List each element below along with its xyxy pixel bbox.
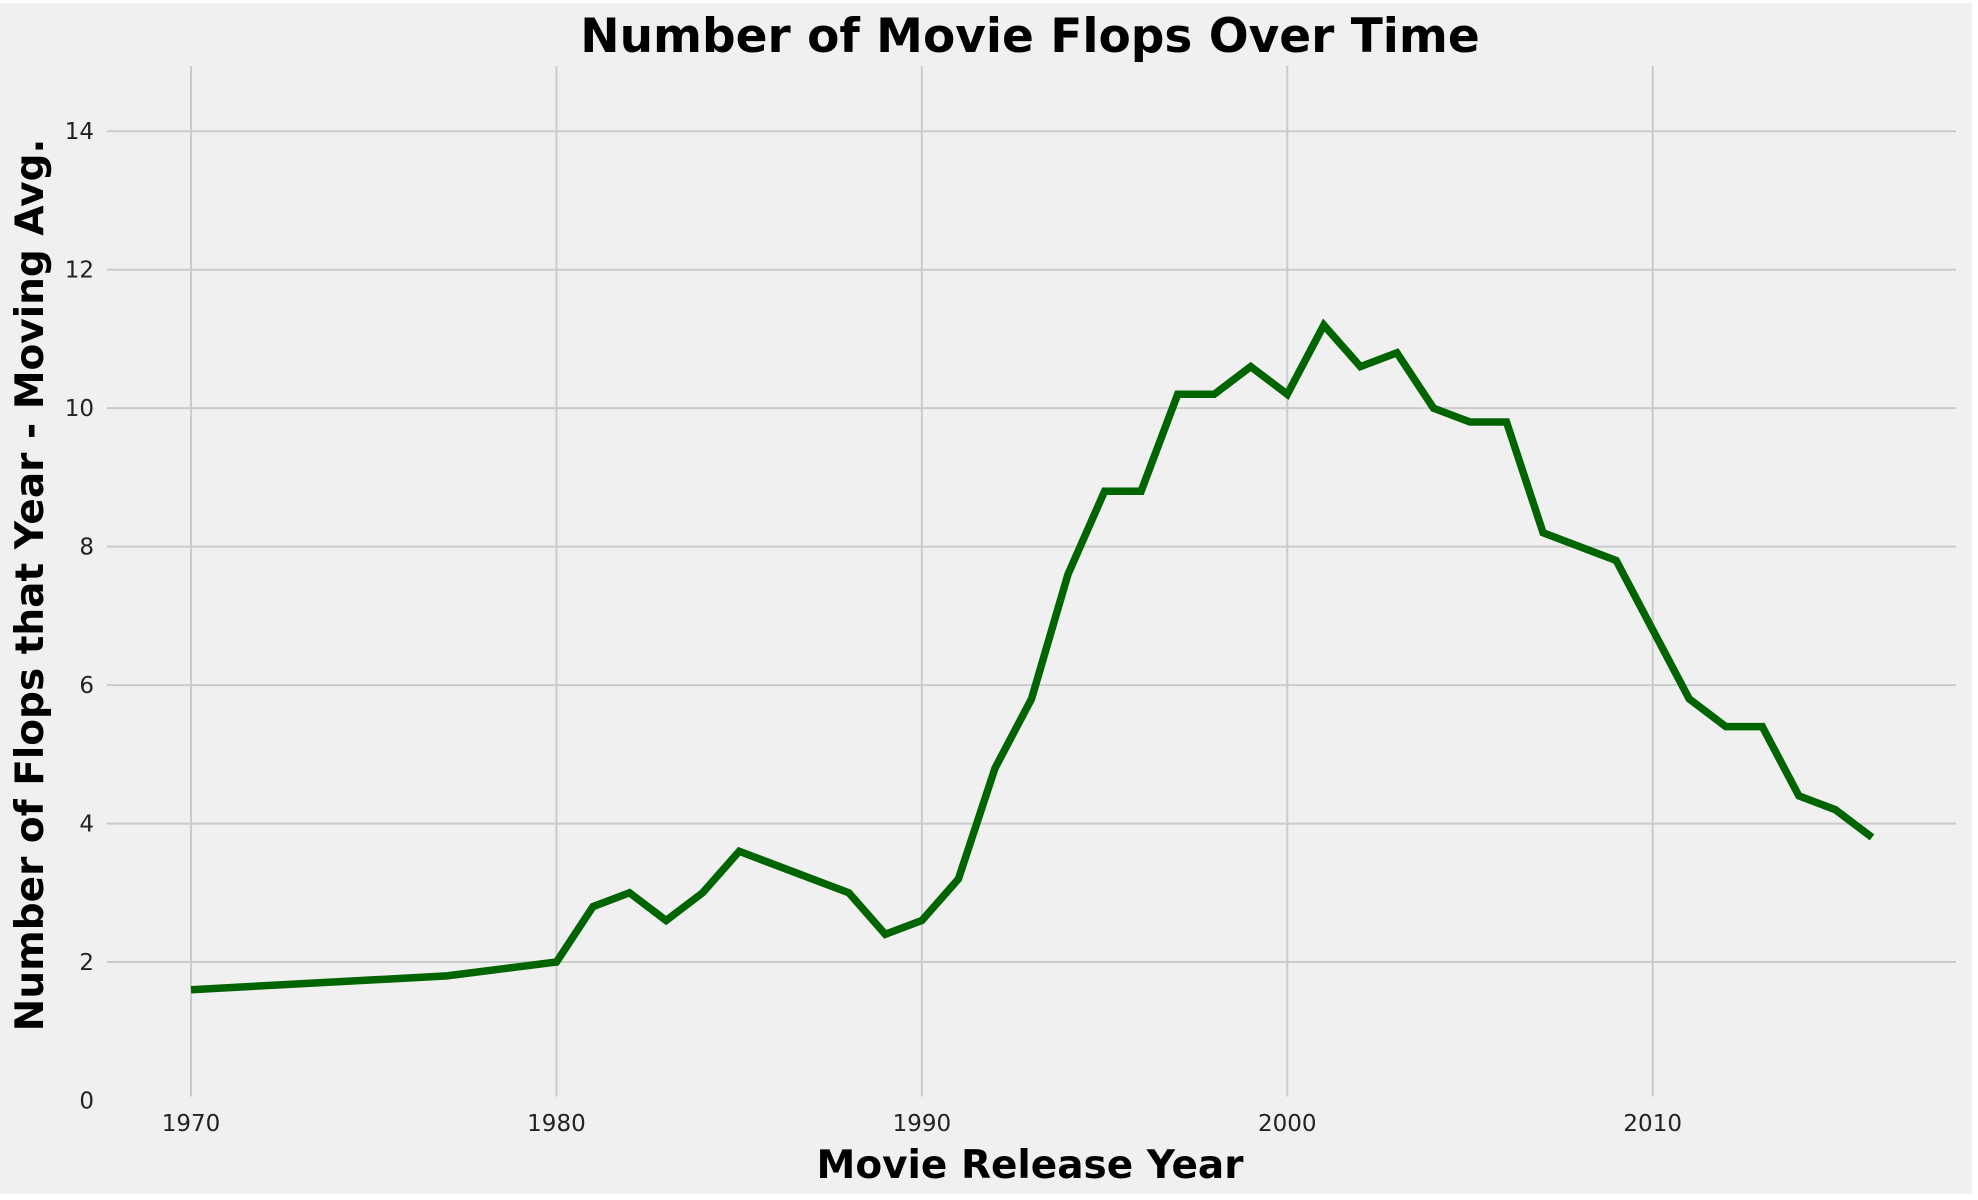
flops-moving-average-line <box>190 318 1875 994</box>
x-tick-label: 1970 <box>162 1111 221 1137</box>
y-tick-label: 14 <box>65 119 94 145</box>
chart-title: Number of Movie Flops Over Time <box>580 9 1480 64</box>
y-tick-label: 4 <box>79 812 94 838</box>
y-tick-label: 2 <box>79 950 94 976</box>
x-tick-labels: 1970 1980 1990 2000 2010 <box>162 1111 1682 1137</box>
y-gridlines <box>107 130 1956 964</box>
y-tick-label: 6 <box>79 673 94 699</box>
y-tick-label: 8 <box>79 535 94 561</box>
x-tick-label: 1990 <box>893 1111 952 1137</box>
x-tick-label: 2010 <box>1623 1111 1682 1137</box>
line-chart: 0 2 4 6 8 10 12 14 1970 1980 1990 2000 2010 Number … <box>8 9 1956 1188</box>
y-tick-label: 12 <box>65 258 94 284</box>
x-axis-label: Movie Release Year <box>817 1143 1245 1188</box>
y-tick-label: 10 <box>65 396 94 422</box>
x-tick-label: 2000 <box>1258 1111 1317 1137</box>
chart-figure: 0 2 4 6 8 10 12 14 1970 1980 1990 2000 2010 Number … <box>0 3 1972 1194</box>
y-axis-label: Number of Flops that Year - Moving Avg. <box>8 139 53 1032</box>
y-tick-labels: 0 2 4 6 8 10 12 14 <box>65 119 94 1114</box>
x-tick-label: 1980 <box>527 1111 586 1137</box>
x-gridlines <box>190 66 1654 1097</box>
y-tick-label: 0 <box>79 1089 94 1115</box>
